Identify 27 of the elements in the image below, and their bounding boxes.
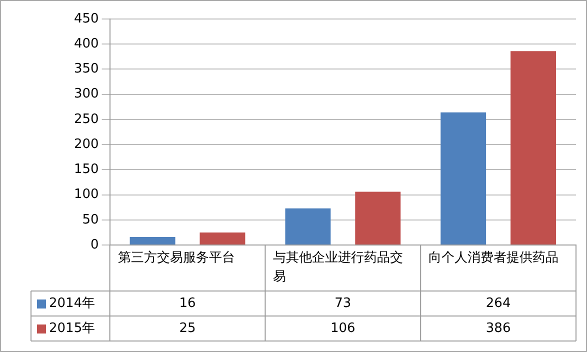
y-tick-label: 300 [74,86,99,102]
y-tick-label: 50 [82,212,99,228]
y-tick-label: 200 [74,136,99,152]
x-tick-label: 与其他企业进行药品交易 [273,249,404,284]
x-tick-label: 向个人消费者提供药品 [428,250,559,266]
bar [440,112,486,244]
y-tick-label: 100 [74,187,99,202]
x-tick-label: 第三方交易服务平台 [118,249,235,266]
data-label: 264 [486,296,511,311]
legend-label: 2015年 [49,320,96,336]
bar [130,236,176,244]
data-label: 25 [179,320,196,336]
y-tick-label: 350 [74,62,99,77]
data-label: 73 [334,296,352,311]
y-tick-label: 400 [74,36,99,52]
data-label: 16 [179,296,196,311]
legend-label: 2014年 [49,296,96,311]
y-tick-label: 150 [74,162,99,178]
y-tick-label: 450 [74,11,99,26]
bar [285,208,331,244]
bar [200,232,246,244]
data-label: 386 [486,320,511,336]
bar [355,192,401,244]
bar [510,51,556,244]
y-tick-label: 0 [90,237,99,252]
data-label: 106 [330,320,356,336]
y-tick-label: 250 [74,112,99,127]
